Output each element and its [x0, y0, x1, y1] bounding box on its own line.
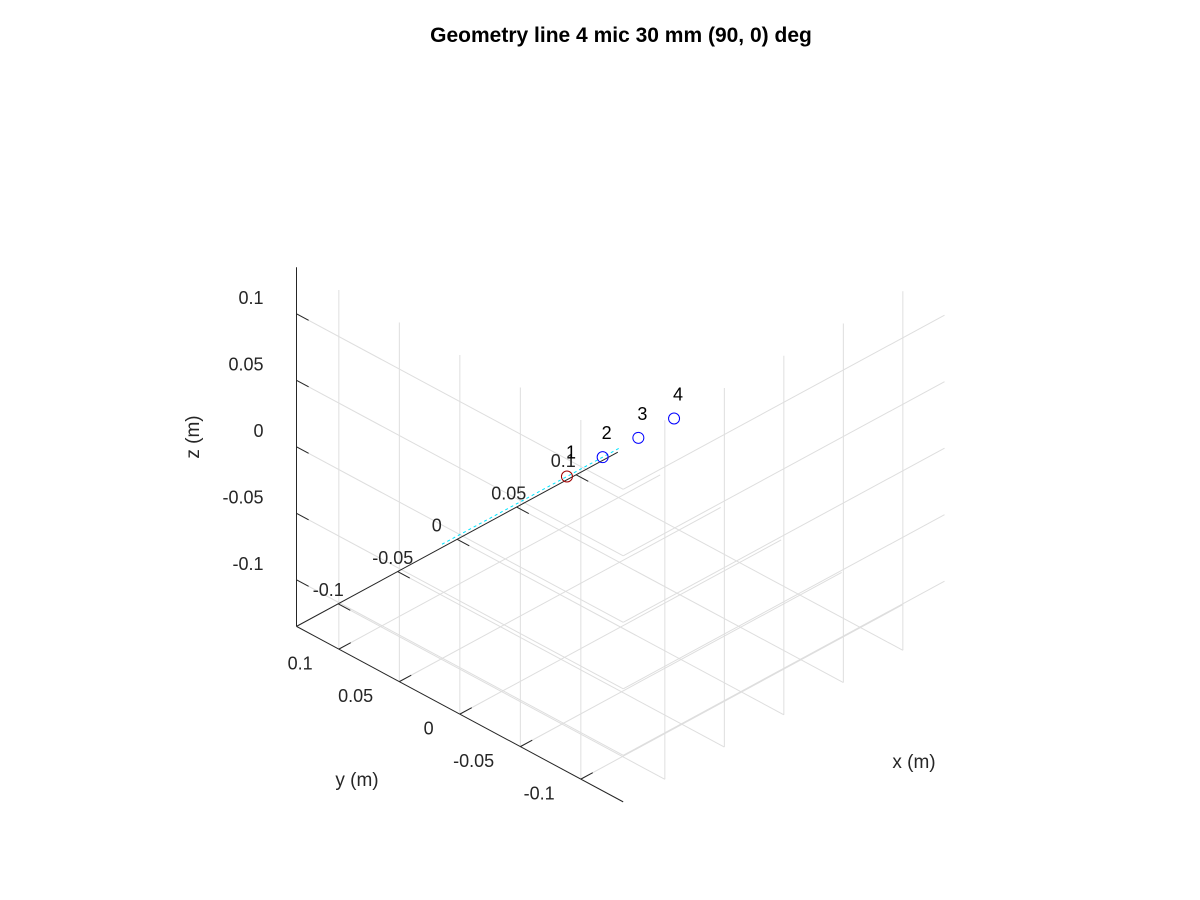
- z-tick: [296, 313, 309, 321]
- y-tick: [459, 707, 472, 715]
- y-tick-label: -0.1: [524, 783, 555, 803]
- grid-line: [296, 313, 624, 490]
- grid-line: [399, 507, 721, 683]
- direction-line: [441, 447, 621, 545]
- grid-line: [622, 580, 945, 756]
- data-layer: 1 2 3 4: [441, 384, 683, 545]
- x-tick: [337, 603, 351, 611]
- grid-line: [580, 604, 903, 780]
- z-axis-label: z (m): [183, 415, 204, 458]
- z-tick-label: 0.05: [228, 354, 263, 374]
- mic-point: [560, 470, 573, 483]
- x-tick: [456, 538, 470, 547]
- grid-line: [520, 572, 842, 748]
- grid-line: [622, 381, 945, 557]
- y-tick-label: 0.05: [338, 686, 373, 706]
- mic-point: [596, 451, 609, 464]
- chart-title: Geometry line 4 mic 30 mm (90, 0) deg: [430, 24, 812, 47]
- mic-point-label: 1: [566, 443, 576, 463]
- x-tick: [516, 506, 529, 514]
- y-tick-label: 0: [424, 718, 434, 738]
- z-tick-label: 0: [253, 421, 263, 441]
- mic-point-label: 3: [637, 404, 647, 424]
- z-tick-label: 0.1: [238, 288, 263, 308]
- x-axis-label: x (m): [892, 752, 935, 773]
- x-tick: [575, 474, 589, 482]
- grid-layer: [296, 290, 945, 780]
- grid-line: [622, 314, 945, 490]
- z-tick-label: -0.1: [232, 554, 263, 574]
- y-tick-label: -0.05: [453, 751, 494, 771]
- mic-point-label: 4: [673, 384, 683, 404]
- z-tick: [296, 512, 309, 521]
- y-tick: [338, 642, 351, 650]
- y-tick: [580, 772, 593, 780]
- y-tick: [520, 739, 533, 748]
- grid-line: [338, 474, 661, 650]
- y-tick: [399, 674, 412, 683]
- x-tick-label: -0.05: [372, 548, 413, 568]
- grid-line: [296, 512, 624, 690]
- grid-line: [459, 539, 782, 715]
- y-axis-label: y (m): [335, 770, 378, 791]
- mic-point-label: 2: [602, 423, 612, 443]
- z-tick: [296, 379, 309, 388]
- x-tick: [397, 571, 410, 579]
- x-tick-label: 0.1: [551, 451, 576, 471]
- mic-point: [632, 431, 645, 444]
- z-tick: [296, 579, 309, 587]
- z-tick: [296, 446, 309, 454]
- x-tick-label: -0.1: [313, 580, 344, 600]
- axis-layer: -0.1 -0.05 0 0.05 0.1 -0.1 -0.05 0 0.05 0.1 -0.1 -0…: [222, 267, 624, 803]
- grid-line: [296, 379, 624, 557]
- x-tick-label: 0: [432, 516, 442, 536]
- z-tick-label: -0.05: [222, 487, 263, 507]
- grid-line: [622, 514, 945, 690]
- y-tick-label: 0.1: [288, 653, 313, 673]
- x-tick-label: 0.05: [491, 483, 526, 503]
- grid-line: [296, 579, 624, 756]
- mic-point: [668, 412, 681, 425]
